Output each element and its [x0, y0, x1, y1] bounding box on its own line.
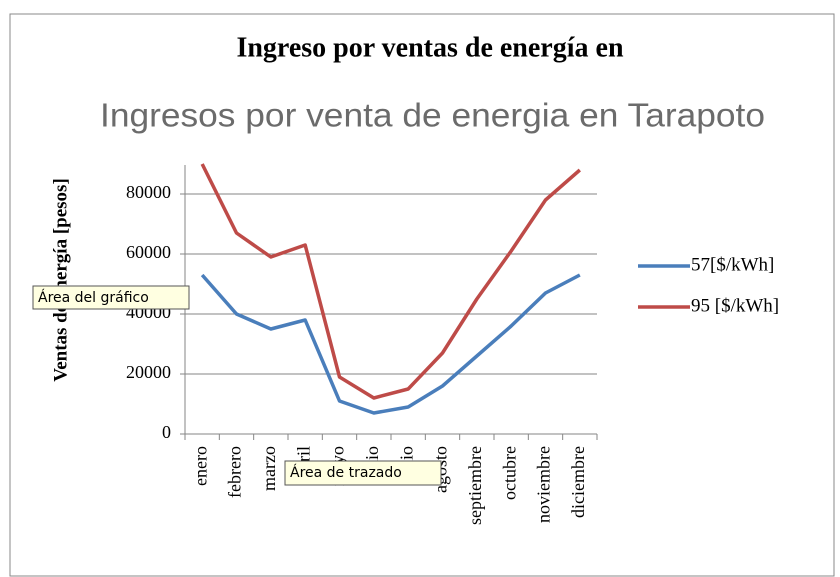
tooltip-text: Área del gráfico	[38, 289, 149, 306]
x-tick-label: febrero	[225, 446, 245, 498]
overlay-bg	[96, 96, 768, 142]
y-tick-label: 20000	[126, 362, 171, 382]
series-line	[200, 163, 581, 400]
x-tick-label: enero	[190, 446, 210, 486]
y-tick-label: 60000	[126, 242, 171, 262]
x-tick-label: septiembre	[465, 446, 485, 525]
x-tick-label: diciembre	[568, 446, 588, 518]
x-tick-label: marzo	[259, 446, 279, 491]
tooltip	[32, 285, 190, 310]
overlay-title: Ingresos por venta de energia en Tarapot…	[100, 97, 765, 134]
y-tick-label: 80000	[126, 182, 171, 202]
legend-label: 57[$/kWh]	[691, 254, 774, 275]
y-tick-label: 0	[162, 422, 171, 442]
tooltip-text: Área de trazado	[290, 464, 402, 481]
tooltip	[284, 460, 442, 486]
legend-label: 95 [$/kWh]	[691, 295, 779, 316]
x-tick-label: octubre	[499, 446, 519, 500]
y-axis-label: Ventas de energía [pesos]	[50, 178, 71, 382]
series-line	[200, 273, 581, 415]
x-tick-label: noviembre	[534, 446, 554, 523]
chart-title: Ingreso por ventas de energía en	[236, 32, 623, 63]
